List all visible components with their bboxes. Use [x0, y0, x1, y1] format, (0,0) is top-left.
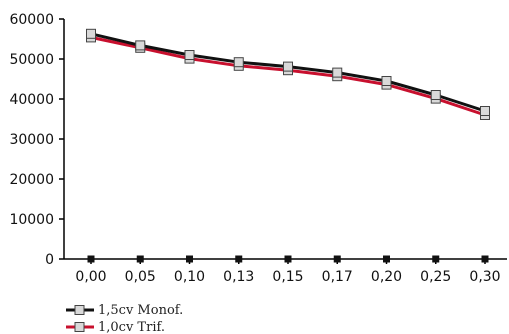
baseline-marker: [87, 255, 95, 263]
y-tick-label: 0: [45, 252, 54, 268]
data-point: [283, 61, 293, 72]
baseline-marker: [383, 255, 390, 263]
series-line-1: [90, 35, 486, 117]
series-layer: [86, 28, 490, 263]
legend-label-0: 1,5cv Monof.: [98, 303, 183, 318]
data-point: [332, 67, 343, 78]
baseline-marker: [284, 255, 292, 263]
data-point: [233, 57, 244, 68]
data-point: [430, 90, 441, 100]
baseline-marker: [136, 255, 144, 263]
x-tick-label: 0,20: [371, 269, 402, 285]
legend-label-1: 1,0cv Trif.: [98, 320, 165, 334]
x-tick-label: 0,05: [125, 269, 156, 285]
y-tick-label: 10000: [9, 212, 54, 228]
x-tick-label: 0,17: [322, 269, 353, 285]
y-tick-label: 50000: [9, 52, 54, 68]
y-tick-label: 30000: [9, 132, 54, 148]
x-tick-label: 0,30: [469, 269, 500, 285]
baseline-marker: [333, 255, 341, 263]
x-tick-label: 0,25: [420, 269, 451, 285]
legend-marker-1: [74, 322, 85, 332]
data-point: [135, 40, 146, 51]
baseline-marker: [235, 255, 243, 263]
data-point: [184, 50, 195, 60]
baseline-marker: [481, 255, 489, 263]
data-point: [86, 28, 96, 39]
axes-layer: 0 10000 20000 30000 40000 50000 60000 0,00 0,05 0…: [9, 12, 507, 285]
y-tick-label: 20000: [9, 172, 54, 188]
legend-marker-0: [74, 305, 85, 315]
baseline-marker: [186, 255, 193, 263]
x-tick-label: 0,13: [223, 269, 254, 285]
legend: 1,5cv Monof. 1,0cv Trif.: [66, 303, 183, 334]
y-tick-label: 60000: [9, 12, 54, 28]
data-point: [381, 76, 392, 86]
y-tick-label: 40000: [9, 92, 54, 108]
baseline-marker: [432, 255, 440, 263]
data-point: [480, 106, 490, 116]
x-tick-label: 0,00: [75, 269, 106, 285]
x-tick-label: 0,10: [174, 269, 205, 285]
x-tick-label: 0,15: [272, 269, 303, 285]
